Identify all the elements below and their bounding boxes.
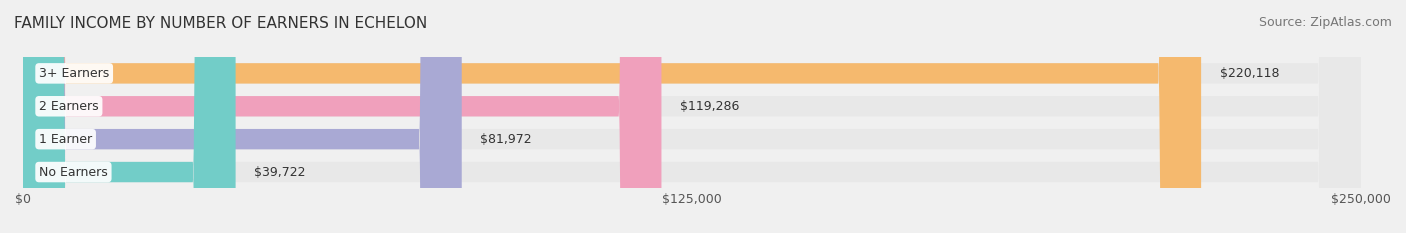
- Text: $81,972: $81,972: [481, 133, 531, 146]
- Text: $220,118: $220,118: [1220, 67, 1279, 80]
- FancyBboxPatch shape: [22, 0, 1361, 233]
- Text: No Earners: No Earners: [39, 165, 108, 178]
- FancyBboxPatch shape: [22, 0, 236, 233]
- Text: FAMILY INCOME BY NUMBER OF EARNERS IN ECHELON: FAMILY INCOME BY NUMBER OF EARNERS IN EC…: [14, 16, 427, 31]
- FancyBboxPatch shape: [22, 0, 1361, 233]
- FancyBboxPatch shape: [22, 0, 1361, 233]
- Text: Source: ZipAtlas.com: Source: ZipAtlas.com: [1258, 16, 1392, 29]
- Text: $39,722: $39,722: [254, 165, 307, 178]
- FancyBboxPatch shape: [22, 0, 1361, 233]
- FancyBboxPatch shape: [22, 0, 661, 233]
- Text: 3+ Earners: 3+ Earners: [39, 67, 110, 80]
- FancyBboxPatch shape: [22, 0, 1201, 233]
- Text: $119,286: $119,286: [681, 100, 740, 113]
- Text: 1 Earner: 1 Earner: [39, 133, 93, 146]
- Text: 2 Earners: 2 Earners: [39, 100, 98, 113]
- FancyBboxPatch shape: [22, 0, 461, 233]
